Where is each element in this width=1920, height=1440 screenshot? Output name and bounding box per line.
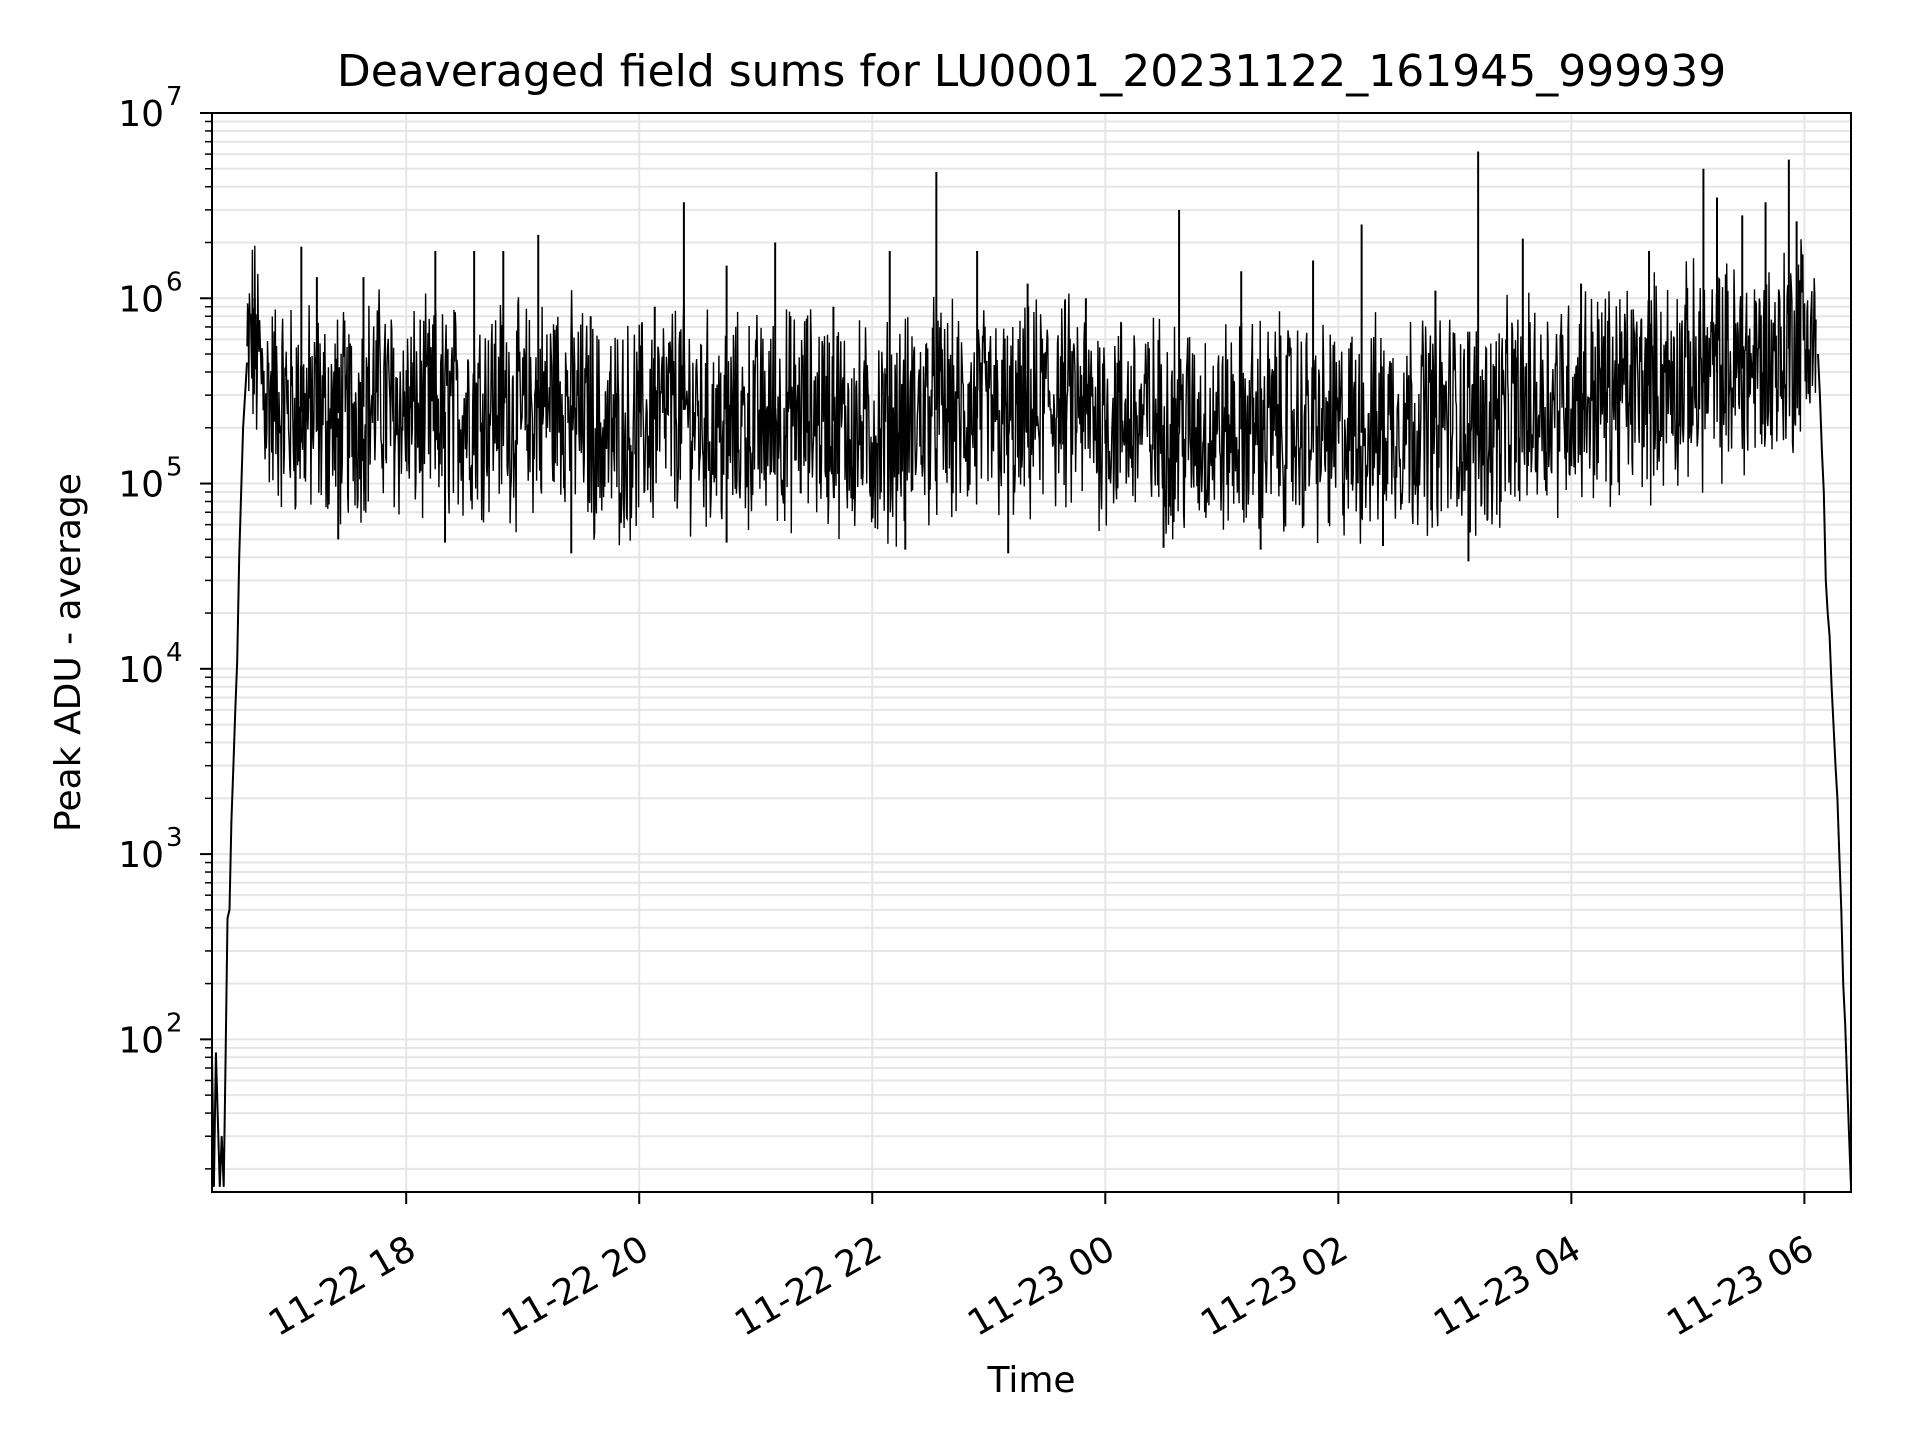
y-axis-label: Peak ADU - average [48,473,89,832]
y-tick-label: 10 [118,835,164,876]
x-axis-label: Time [986,1360,1075,1401]
y-tick-label: 10 [118,650,164,691]
y-tick-exponent: 2 [166,1008,183,1038]
y-tick-label: 10 [118,465,164,506]
series-noise-trace [246,239,1817,547]
x-tick-label: 11-23 04 [1427,1228,1588,1344]
y-tick-exponent: 5 [166,453,183,483]
series-noise [246,239,1817,547]
y-tick-exponent: 4 [166,638,183,668]
x-tick-label: 11-23 02 [1194,1228,1355,1344]
series-layer [211,151,1852,1187]
series-ramp-up [211,362,248,1187]
x-tick-label: 11-22 22 [728,1228,889,1344]
series-ramp-down [1817,353,1852,1187]
y-tick-label: 10 [118,279,164,320]
y-tick-exponent: 6 [166,267,183,297]
grid [212,112,1851,1192]
x-tick-label: 11-22 18 [262,1228,423,1344]
x-tick-label: 11-23 00 [961,1228,1122,1344]
y-tick-label: 10 [118,94,164,135]
x-tick-label: 11-22 20 [495,1228,656,1344]
y-tick-label: 10 [118,1020,164,1061]
x-axis-ticks: 11-22 18 11-22 20 11-22 22 11-23 00 11-23 02… [262,1192,1821,1345]
plot-frame [211,112,1852,1193]
chart-title: Deaveraged field sums for LU0001_2023112… [337,46,1726,97]
y-tick-exponent: 7 [166,82,183,112]
y-tick-exponent: 3 [166,823,183,853]
x-tick-label: 11-23 06 [1660,1228,1821,1344]
